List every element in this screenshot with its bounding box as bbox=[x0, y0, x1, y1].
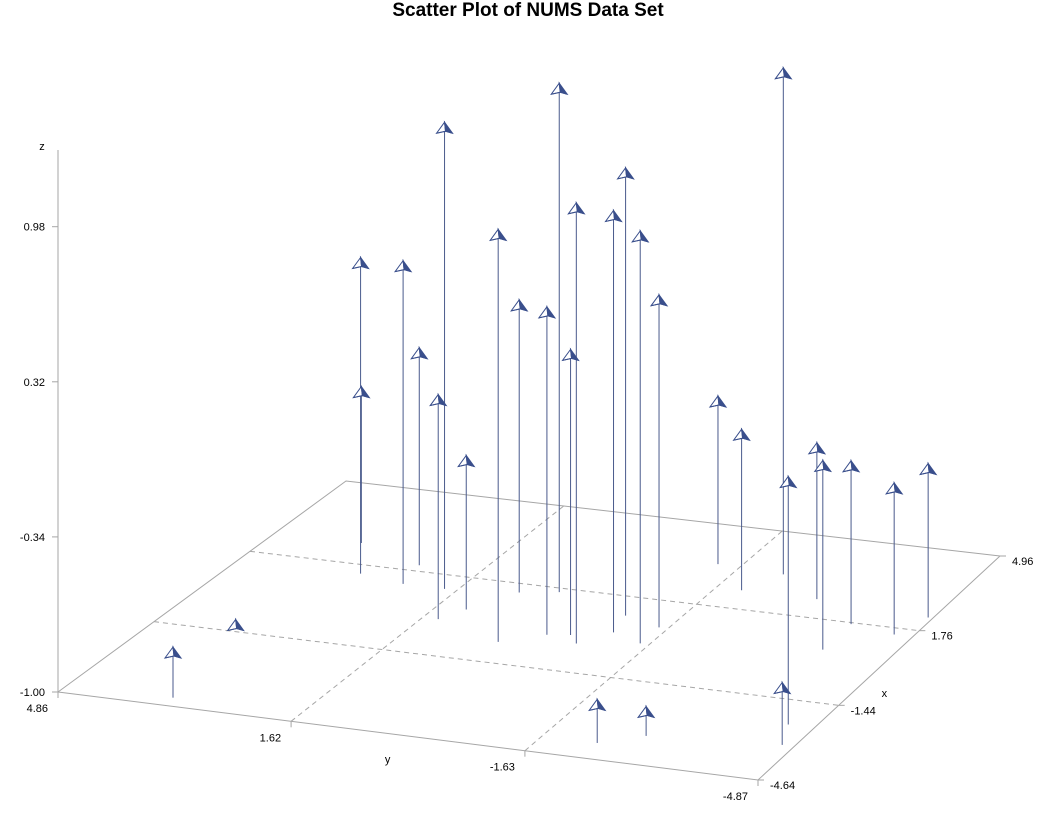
data-point bbox=[567, 200, 586, 215]
chart-title: Scatter Plot of NUMS Data Set bbox=[392, 0, 664, 21]
x-tick-label: 4.96 bbox=[1012, 556, 1033, 568]
data-point bbox=[435, 120, 454, 135]
data-point bbox=[352, 384, 371, 399]
marker-base bbox=[430, 403, 447, 407]
data-point bbox=[841, 458, 861, 473]
marker-base bbox=[733, 437, 750, 441]
marker-base bbox=[617, 176, 634, 180]
grid-line-y bbox=[524, 530, 783, 752]
marker-base bbox=[808, 451, 826, 455]
grid-line-y bbox=[290, 505, 565, 722]
data-point bbox=[489, 227, 508, 242]
data-point bbox=[636, 704, 656, 719]
marker-base bbox=[814, 468, 831, 472]
marker-base bbox=[886, 491, 903, 495]
marker-base bbox=[394, 269, 412, 273]
data-point bbox=[226, 617, 245, 632]
x-tick-label: -4.64 bbox=[770, 780, 795, 792]
z-axis-title: z bbox=[39, 141, 45, 153]
marker-base bbox=[842, 469, 860, 473]
marker-base bbox=[650, 303, 668, 307]
data-point bbox=[537, 305, 557, 319]
data-point bbox=[163, 645, 183, 659]
marker-base bbox=[605, 218, 622, 222]
marker-base bbox=[568, 211, 585, 215]
data-point bbox=[550, 81, 569, 96]
data-point bbox=[631, 229, 650, 243]
x-axis-title: x bbox=[882, 688, 888, 700]
x-tick-label: 1.76 bbox=[931, 631, 952, 643]
y-tick-label: 1.62 bbox=[260, 732, 281, 744]
data-point bbox=[649, 292, 669, 307]
data-point bbox=[732, 427, 751, 442]
data-point bbox=[588, 697, 607, 712]
grid-line-x bbox=[249, 550, 920, 632]
data-point bbox=[708, 394, 728, 408]
marker-base bbox=[780, 484, 797, 488]
data-point bbox=[457, 453, 476, 468]
floor-outline bbox=[56, 480, 1002, 781]
data-point bbox=[510, 298, 529, 312]
data-point bbox=[918, 461, 938, 476]
marker-base bbox=[774, 690, 791, 694]
marker-base bbox=[458, 463, 475, 467]
floor-plane bbox=[56, 480, 1006, 786]
marker-base bbox=[227, 627, 244, 631]
data-point bbox=[807, 440, 827, 455]
data-point bbox=[813, 458, 833, 473]
z-tick-label: 0.98 bbox=[24, 222, 45, 234]
z-tick-label: -1.00 bbox=[20, 687, 45, 699]
x-tick-label: -1.44 bbox=[851, 705, 876, 717]
z-tick-label: 0.32 bbox=[24, 377, 45, 389]
data-point bbox=[884, 481, 904, 495]
data-point bbox=[561, 347, 580, 362]
data-point bbox=[351, 255, 370, 270]
axis-labels: 4.86 1.62 -1.63 -4.87 4.96 1.76 -1.44 -4.64 0.98… bbox=[20, 141, 1034, 803]
y-tick-label: -4.87 bbox=[723, 791, 748, 803]
marker-base bbox=[775, 76, 792, 80]
marker-base bbox=[632, 239, 649, 243]
marker-base bbox=[490, 237, 507, 241]
marker-base bbox=[638, 714, 655, 718]
data-point bbox=[779, 474, 798, 489]
marker-base bbox=[164, 655, 182, 659]
marker-base bbox=[709, 404, 727, 408]
y-tick-label: 4.86 bbox=[27, 703, 48, 715]
marker-base bbox=[411, 356, 428, 360]
marker-base bbox=[511, 308, 528, 312]
data-point bbox=[410, 345, 429, 360]
z-tick-label: -0.34 bbox=[20, 532, 45, 544]
data-point bbox=[774, 65, 793, 80]
marker-base bbox=[562, 357, 579, 361]
marker-base bbox=[352, 265, 369, 269]
data-point bbox=[393, 258, 413, 273]
y-axis-title: y bbox=[385, 754, 391, 766]
marker-base bbox=[353, 395, 370, 399]
marker-base bbox=[589, 707, 606, 711]
data-point bbox=[616, 165, 635, 180]
marker-base bbox=[436, 130, 453, 134]
marker-base bbox=[920, 471, 937, 475]
data-point bbox=[604, 208, 623, 223]
drop-lines bbox=[172, 73, 929, 745]
y-tick-label: -1.63 bbox=[490, 762, 515, 774]
marker-base bbox=[538, 315, 556, 319]
marker-base bbox=[551, 91, 568, 95]
data-markers bbox=[163, 65, 938, 719]
grid-line-x bbox=[153, 621, 839, 706]
data-point bbox=[773, 680, 792, 695]
z-axis bbox=[52, 150, 59, 693]
data-point bbox=[429, 392, 448, 407]
